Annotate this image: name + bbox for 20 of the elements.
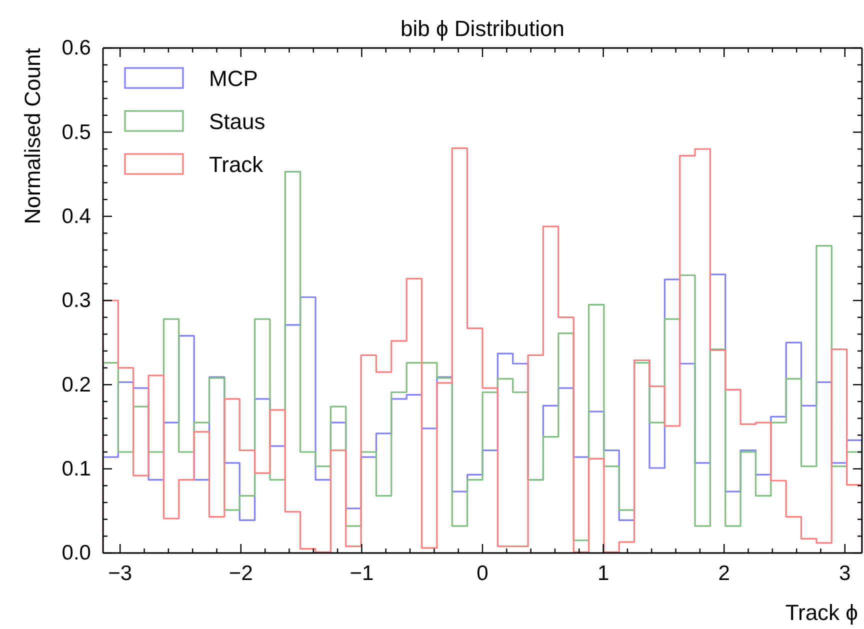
x-axis-title: Track ϕ <box>785 600 858 625</box>
y-tick-label: 0.6 <box>62 36 91 60</box>
legend-label: MCP <box>209 66 258 91</box>
x-tick-label: 2 <box>718 562 730 585</box>
legend-label: Staus <box>209 109 266 134</box>
x-tick-label: −2 <box>228 562 253 585</box>
y-tick-label: 0.1 <box>62 458 91 481</box>
x-tick-label: −1 <box>350 562 374 585</box>
y-tick-label: 0.4 <box>62 205 92 228</box>
x-tick-label: −3 <box>108 562 132 585</box>
y-tick-label: 0.3 <box>62 289 91 312</box>
legend-label: Track <box>209 152 264 177</box>
x-tick-label: 0 <box>476 562 488 585</box>
x-tick-label: 1 <box>597 562 610 585</box>
chart-title: bib ϕ Distribution <box>400 16 564 41</box>
y-tick-label: 0.0 <box>62 542 91 565</box>
y-axis-title: Normalised Count <box>20 48 45 224</box>
x-tick-label: 3 <box>839 562 851 585</box>
y-tick-label: 0.2 <box>62 373 91 396</box>
y-tick-label: 0.5 <box>62 120 91 144</box>
